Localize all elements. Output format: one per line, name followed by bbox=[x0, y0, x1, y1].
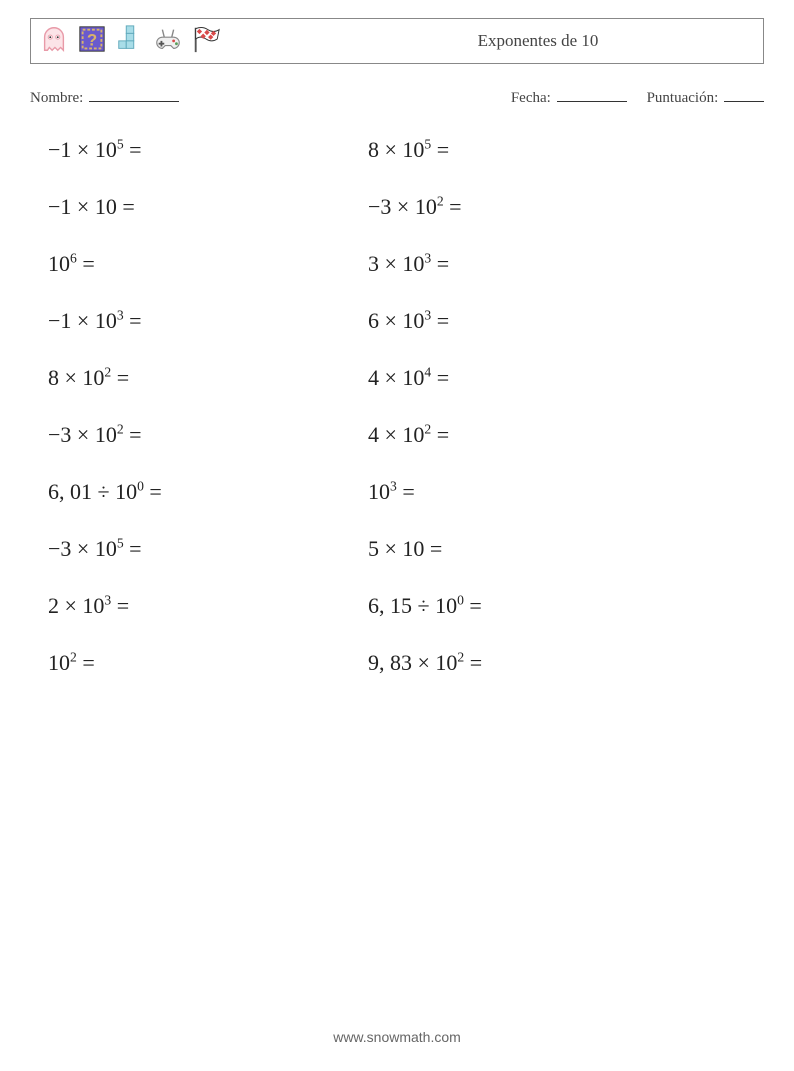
problem-left: 106 = bbox=[48, 251, 368, 277]
problem-right: 6 × 103 = bbox=[368, 308, 764, 334]
question-icon: ? bbox=[77, 24, 107, 59]
problem-left: 8 × 102 = bbox=[48, 365, 368, 391]
problem-right: −3 × 102 = bbox=[368, 194, 764, 220]
date-label: Fecha: bbox=[511, 90, 551, 106]
flag-icon bbox=[191, 24, 221, 59]
problem-left: −1 × 105 = bbox=[48, 137, 368, 163]
footer-text: www.snowmath.com bbox=[0, 1029, 794, 1045]
problem-left: −3 × 102 = bbox=[48, 422, 368, 448]
name-blank[interactable] bbox=[89, 86, 179, 102]
problem-left: −1 × 10 = bbox=[48, 194, 368, 220]
problem-right: 8 × 105 = bbox=[368, 137, 764, 163]
score-label: Puntuación: bbox=[647, 90, 719, 106]
worksheet-title: Exponentes de 10 bbox=[321, 31, 755, 51]
name-label: Nombre: bbox=[30, 90, 83, 106]
problem-left: −1 × 103 = bbox=[48, 308, 368, 334]
ghost-icon bbox=[39, 24, 69, 59]
problem-right: 103 = bbox=[368, 479, 764, 505]
score-field: Puntuación: bbox=[647, 86, 764, 107]
problem-right: 9, 83 × 102 = bbox=[368, 650, 764, 676]
problem-left: 6, 01 ÷ 100 = bbox=[48, 479, 368, 505]
icon-row: ? bbox=[39, 24, 221, 59]
svg-text:?: ? bbox=[87, 30, 97, 49]
name-field: Nombre: bbox=[30, 86, 511, 107]
gamepad-icon bbox=[153, 24, 183, 59]
date-field: Fecha: bbox=[511, 86, 627, 107]
header-box: ? Exponentes de 10 bbox=[30, 18, 764, 64]
problem-right: 4 × 104 = bbox=[368, 365, 764, 391]
problem-right: 4 × 102 = bbox=[368, 422, 764, 448]
problems-grid: −1 × 105 =8 × 105 =−1 × 10 =−3 × 102 =10… bbox=[48, 137, 764, 676]
problem-right: 6, 15 ÷ 100 = bbox=[368, 593, 764, 619]
problem-right: 3 × 103 = bbox=[368, 251, 764, 277]
problem-left: −3 × 105 = bbox=[48, 536, 368, 562]
date-blank[interactable] bbox=[557, 86, 627, 102]
score-blank[interactable] bbox=[724, 86, 764, 102]
problem-left: 102 = bbox=[48, 650, 368, 676]
problem-left: 2 × 103 = bbox=[48, 593, 368, 619]
tetris-icon bbox=[115, 24, 145, 59]
meta-row: Nombre: Fecha: Puntuación: bbox=[30, 86, 764, 107]
problem-right: 5 × 10 = bbox=[368, 536, 764, 562]
